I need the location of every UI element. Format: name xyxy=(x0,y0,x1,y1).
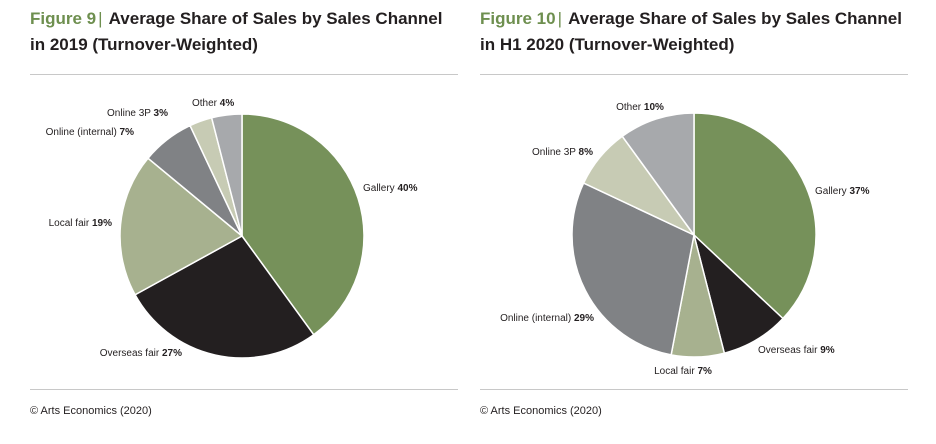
figure-10-panel: Figure 10 | Average Share of Sales by Sal… xyxy=(480,0,910,444)
figure-10-title-line1: Average Share of Sales by Sales Channel xyxy=(568,9,902,28)
figure-9-title-line1: Average Share of Sales by Sales Channel xyxy=(108,9,443,28)
slice-label-name: Gallery xyxy=(815,186,849,197)
slice-label-overseas-fair: Overseas fair 27% xyxy=(100,348,182,359)
pie-slices xyxy=(571,112,817,358)
slice-label-name: Online 3P xyxy=(532,147,579,158)
pie-slice-other xyxy=(621,112,695,238)
slice-label-other: Other 10% xyxy=(616,102,664,113)
pie-slices xyxy=(119,113,365,359)
bottom-divider xyxy=(30,389,458,390)
title-separator: | xyxy=(557,9,563,28)
slice-label-name: Other xyxy=(192,98,220,109)
pie-slice-online-internal xyxy=(571,182,695,356)
top-divider xyxy=(30,74,458,75)
slice-label-name: Gallery xyxy=(363,183,397,194)
slice-label-gallery: Gallery 37% xyxy=(815,186,870,197)
figure-10-number: Figure 10 xyxy=(480,9,556,28)
figure-9-panel: Figure 9 | Average Share of Sales by Sale… xyxy=(30,0,460,444)
figure-9-source: © Arts Economics (2020) xyxy=(30,405,152,417)
pie-slice-overseas-fair xyxy=(134,235,315,359)
slice-label-value: 10% xyxy=(644,102,664,113)
title-separator: | xyxy=(98,9,103,28)
slice-label-name: Online (internal) xyxy=(46,127,120,138)
slice-label-gallery: Gallery 40% xyxy=(363,183,418,194)
figure-9-title: Figure 9 | Average Share of Sales by Sale… xyxy=(30,6,460,58)
slice-label-overseas-fair: Overseas fair 9% xyxy=(758,345,835,356)
slice-label-other: Other 4% xyxy=(192,98,234,109)
slice-label-value: 27% xyxy=(162,348,182,359)
bottom-divider xyxy=(480,389,908,390)
figure-10-source: © Arts Economics (2020) xyxy=(480,405,602,417)
figure-10-title: Figure 10 | Average Share of Sales by Sal… xyxy=(480,6,910,58)
slice-label-online-3p: Online 3P 3% xyxy=(107,108,168,119)
pie-slice-gallery xyxy=(241,113,365,336)
slice-label-value: 4% xyxy=(220,98,235,109)
slice-label-value: 40% xyxy=(397,183,417,194)
slice-label-online-3p: Online 3P 8% xyxy=(532,147,593,158)
pie-slice-gallery xyxy=(693,112,817,320)
pie-slice-local-fair xyxy=(119,157,244,296)
slice-label-name: Other xyxy=(616,102,644,113)
figure-9-number: Figure 9 xyxy=(30,9,97,28)
slice-label-value: 7% xyxy=(697,366,712,377)
slice-label-local-fair: Local fair 19% xyxy=(49,218,112,229)
slice-label-name: Local fair xyxy=(49,218,92,229)
pie-slice-other xyxy=(210,113,243,237)
slice-label-local-fair: Local fair 7% xyxy=(654,366,712,377)
figure-10-pie-chart: Gallery 37% Overseas fair 9% Local fair 7%… xyxy=(500,102,870,377)
slice-label-name: Overseas fair xyxy=(100,348,162,359)
slice-label-name: Online 3P xyxy=(107,108,154,119)
slice-label-value: 37% xyxy=(849,186,869,197)
slice-label-value: 29% xyxy=(574,313,594,324)
figure-9-title-line2: in 2019 (Turnover-Weighted) xyxy=(30,35,258,54)
slice-label-value: 8% xyxy=(579,147,594,158)
figure-9-pie-chart: Gallery 40% Overseas fair 27% Local fair 1… xyxy=(46,98,418,359)
slice-label-name: Local fair xyxy=(654,366,697,377)
slice-label-value: 19% xyxy=(92,218,112,229)
top-divider xyxy=(480,74,908,75)
figure-10-title-line2: in H1 2020 (Turnover-Weighted) xyxy=(480,35,735,54)
slice-label-value: 9% xyxy=(820,345,835,356)
slice-label-value: 7% xyxy=(120,127,135,138)
slice-label-value: 3% xyxy=(154,108,169,119)
slice-label-name: Overseas fair xyxy=(758,345,820,356)
slice-label-online-internal: Online (internal) 29% xyxy=(500,313,594,324)
slice-label-name: Online (internal) xyxy=(500,313,574,324)
slice-label-online-internal: Online (internal) 7% xyxy=(46,127,134,138)
